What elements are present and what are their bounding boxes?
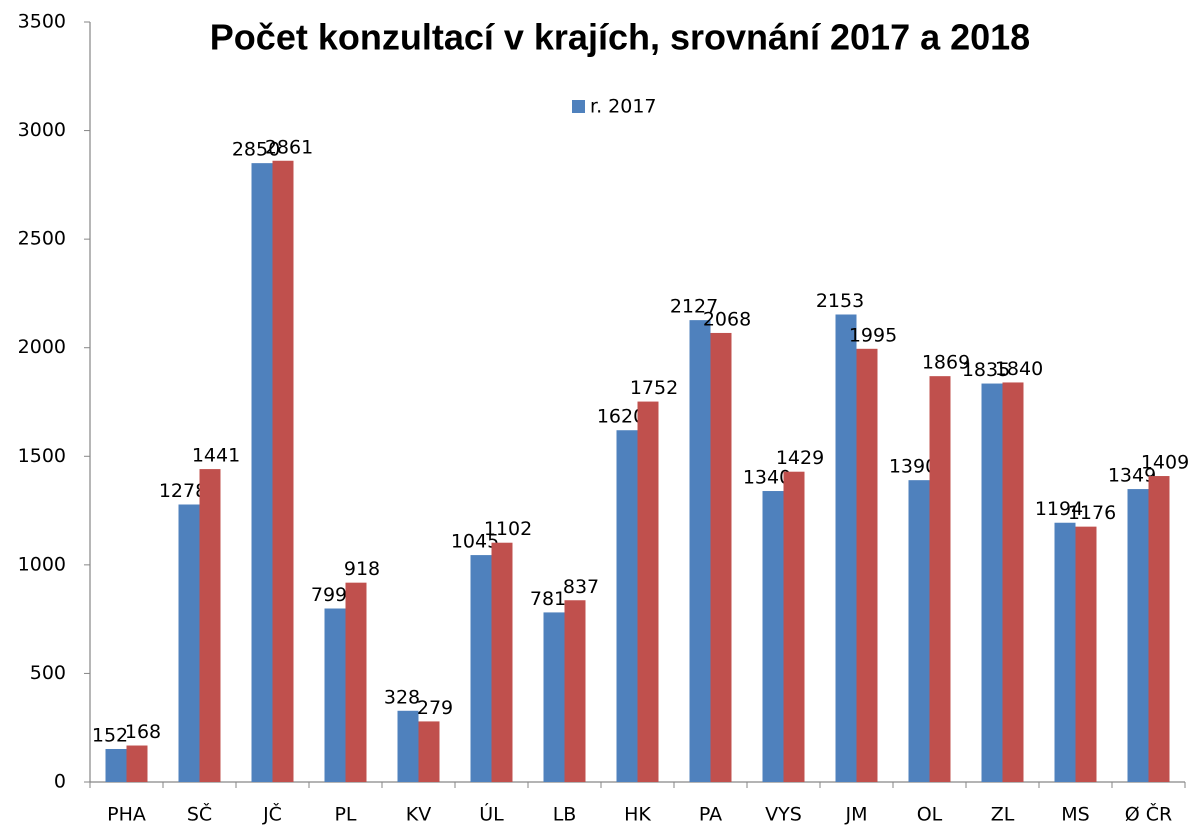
bar (178, 504, 200, 782)
value-label: 1620 (597, 406, 645, 428)
bar (1075, 526, 1097, 782)
value-label: 1869 (922, 352, 970, 374)
value-label: 279 (417, 697, 453, 719)
x-tick-label: SČ (187, 802, 212, 826)
bar (710, 332, 732, 782)
bar (835, 314, 857, 782)
bar (491, 542, 513, 782)
value-label: 837 (563, 576, 599, 598)
bar (856, 348, 878, 782)
bar (272, 160, 294, 783)
value-label: 1045 (451, 531, 499, 553)
bar (324, 608, 346, 782)
value-label: 2068 (703, 308, 751, 330)
value-label: 152 (92, 724, 128, 746)
bar (470, 555, 492, 782)
x-tick-label: JČ (262, 802, 282, 826)
y-tick-label: 2000 (18, 336, 66, 358)
value-label: 1429 (776, 447, 824, 469)
bar (1127, 489, 1149, 782)
bar (543, 612, 565, 782)
y-tick-label: 1000 (18, 553, 66, 575)
bar (126, 745, 148, 782)
x-tick-label: PHA (107, 804, 146, 826)
value-label: 1102 (484, 518, 532, 540)
bar (762, 491, 784, 782)
value-label: 1752 (630, 377, 678, 399)
x-tick-label: LB (553, 804, 577, 826)
value-label: 1995 (849, 324, 897, 346)
value-label: 1176 (1068, 502, 1116, 524)
legend-swatch (572, 100, 585, 113)
value-label: 1441 (192, 445, 240, 467)
x-tick-label: HK (624, 804, 651, 826)
y-tick-label: 2500 (18, 228, 66, 250)
value-label: 1835 (962, 359, 1010, 381)
bar (981, 383, 1003, 782)
x-tick-label: JM (845, 804, 868, 826)
bar (105, 748, 127, 782)
bar (564, 600, 586, 782)
value-label: 1278 (159, 480, 207, 502)
x-tick-label: MS (1061, 804, 1089, 826)
x-tick-label: VYS (765, 804, 802, 826)
value-label: 2127 (670, 296, 718, 318)
value-label: 2153 (816, 290, 864, 312)
x-tick-label: ZL (991, 804, 1015, 826)
value-label: 781 (530, 588, 566, 610)
y-tick-label: 0 (54, 771, 66, 793)
value-label: 168 (125, 721, 161, 743)
bar (418, 721, 440, 782)
legend-label: r. 2017 (590, 96, 657, 118)
x-tick-label: ÚL (479, 802, 504, 826)
value-label: 1340 (743, 467, 791, 489)
value-label: 2861 (265, 136, 313, 158)
bar (689, 320, 711, 782)
value-label: 1840 (995, 358, 1043, 380)
value-label: 1390 (889, 456, 937, 478)
bar (637, 401, 659, 782)
bar (251, 163, 273, 783)
y-tick-label: 3000 (18, 119, 66, 141)
bar (1054, 522, 1076, 782)
bar (199, 469, 221, 782)
x-tick-label: Ø ČR (1125, 802, 1172, 826)
bar (908, 480, 930, 782)
x-tick-label: OL (917, 804, 943, 826)
bar (397, 710, 419, 782)
x-tick-label: KV (406, 804, 431, 826)
bar (929, 376, 951, 782)
bar (616, 430, 638, 782)
y-tick-label: 1500 (18, 445, 66, 467)
bar (783, 471, 805, 782)
value-label: 328 (384, 686, 420, 708)
bar (1148, 476, 1170, 782)
y-tick-label: 500 (30, 662, 66, 684)
x-tick-label: PL (334, 804, 356, 826)
value-label: 918 (344, 558, 380, 580)
value-label: 2850 (232, 139, 280, 161)
bar (345, 582, 367, 782)
chart-title: Počet konzultací v krajích, srovnání 201… (210, 17, 1030, 58)
x-tick-label: PA (699, 804, 722, 826)
value-label: 1194 (1035, 498, 1083, 520)
value-label: 1409 (1141, 452, 1188, 474)
y-tick-label: 3500 (18, 11, 66, 33)
value-label: 1349 (1108, 465, 1156, 487)
value-label: 799 (311, 584, 347, 606)
bar (1002, 382, 1024, 782)
